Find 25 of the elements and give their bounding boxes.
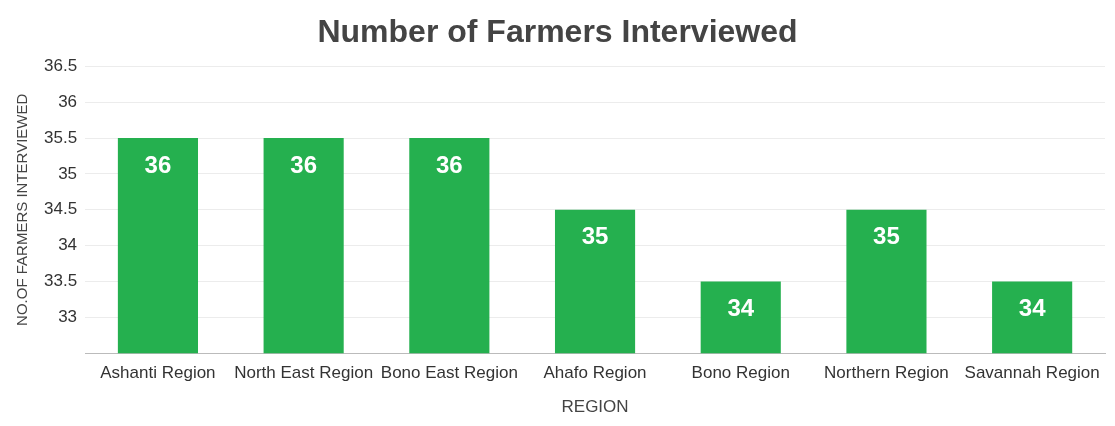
y-tick-label: 34.5 bbox=[43, 199, 78, 219]
data-label: 35 bbox=[873, 222, 900, 250]
y-tick-label: 35.5 bbox=[43, 127, 78, 147]
data-label: 34 bbox=[727, 294, 755, 322]
x-tick-label: Northern Region bbox=[824, 363, 949, 383]
y-tick-label: 34 bbox=[58, 235, 78, 255]
x-tick-label: Bono Region bbox=[691, 363, 790, 383]
data-label: 35 bbox=[581, 222, 609, 250]
chart-title: Number of Farmers Interviewed bbox=[317, 13, 798, 50]
x-tick-label: Savannah Region bbox=[964, 363, 1100, 383]
y-tick-label: 36.5 bbox=[43, 56, 78, 76]
data-label: 36 bbox=[290, 150, 317, 178]
x-tick-label: Ashanti Region bbox=[100, 363, 216, 383]
x-tick-label: Bono East Region bbox=[380, 363, 518, 383]
x-axis-title: REGION bbox=[561, 397, 629, 417]
y-axis-title: NO.OF FARMERS INTERVIEWED bbox=[13, 93, 31, 326]
data-label: 34 bbox=[1018, 294, 1047, 322]
x-tick-label: North East Region bbox=[234, 363, 374, 383]
y-tick-label: 33 bbox=[58, 307, 78, 327]
x-tick-label: Ahafo Region bbox=[543, 363, 647, 383]
y-tick-label: 35 bbox=[58, 163, 78, 183]
y-tick-label: 33.5 bbox=[43, 271, 78, 291]
y-tick-label: 36 bbox=[58, 91, 78, 111]
data-label: 36 bbox=[144, 150, 172, 178]
data-label: 36 bbox=[435, 150, 463, 178]
